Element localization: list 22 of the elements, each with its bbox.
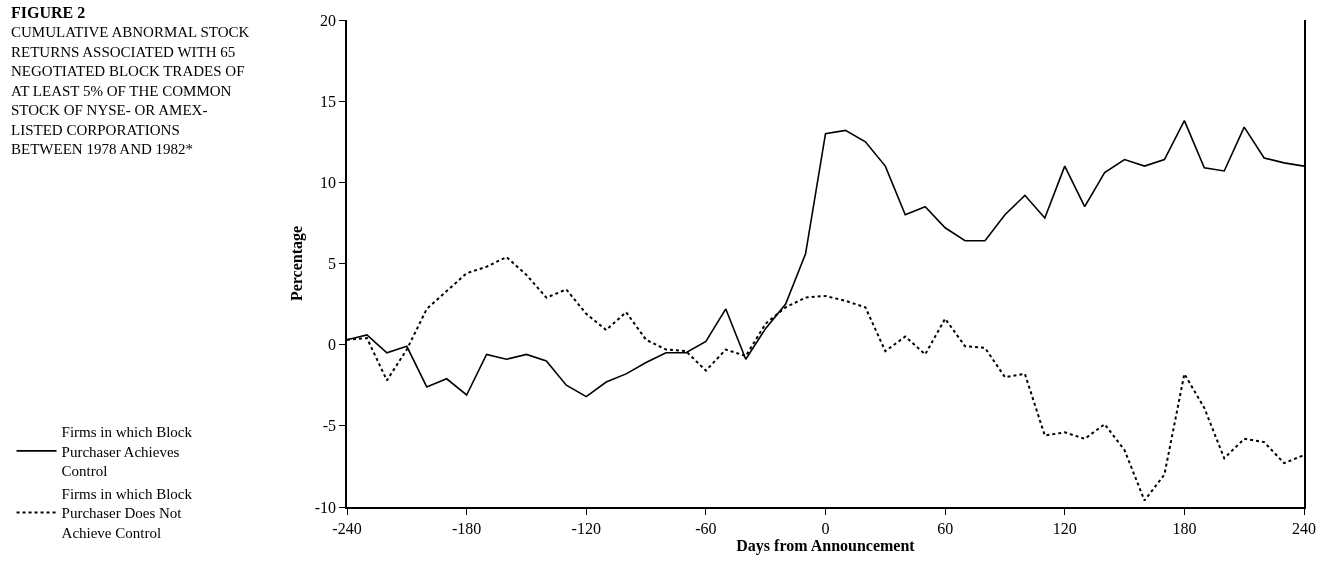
x-tick-label: 240 — [1292, 519, 1316, 537]
x-tick-label: 120 — [1052, 519, 1077, 537]
x-tick-label: 0 — [821, 519, 830, 537]
y-tick-label: 20 — [320, 11, 337, 29]
x-tick-label: -120 — [571, 519, 601, 537]
y-axis-title: Percentage — [288, 225, 307, 302]
legend-label: Firms in which Block Purchaser Does Not Achieve Control — [61, 485, 193, 541]
x-tick-label: 180 — [1172, 519, 1197, 537]
y-tick-label: 10 — [320, 173, 337, 191]
y-tick-label: 0 — [328, 336, 337, 354]
text: CUMULATIVE ABNORMAL STOCK RETURNS ASSOCIATED WITH 65 NEGOTIATED BLOCK TRADES OF AT LEAST 5% OF THE COMMON STOCK OF NYSE- OR AMEX-LISTED CORPORATIONS BETWEEN 1978 AND 1982* — [11, 24, 250, 157]
x-tick-label: -60 — [695, 519, 717, 537]
y-tick-label: 15 — [320, 92, 337, 110]
legend-label: Firms in which Block Purchaser Achieves Control — [61, 424, 193, 480]
y-tick-label: 5 — [328, 255, 337, 273]
y-tick-label: -5 — [322, 417, 337, 435]
text: FIGURE 2 — [11, 4, 86, 21]
x-tick-label: -180 — [451, 519, 482, 537]
x-axis-title: Days from Announcement — [736, 536, 916, 555]
x-tick-label: 60 — [937, 519, 954, 537]
y-tick-label: -10 — [314, 498, 337, 516]
x-tick-label: -240 — [332, 519, 362, 537]
